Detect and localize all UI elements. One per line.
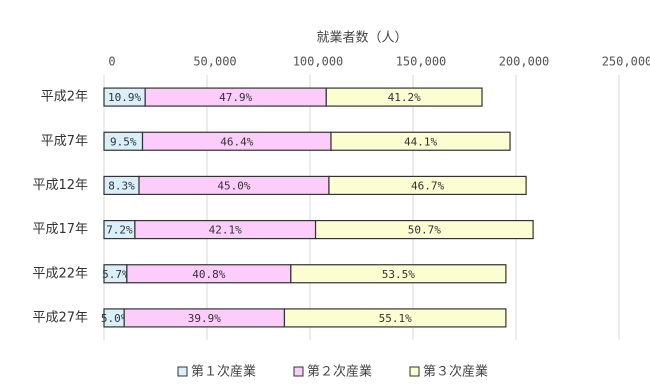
segment-label: 5.0% <box>101 312 128 325</box>
segment-label: 44.1% <box>404 135 437 148</box>
bar-segment <box>283 308 507 328</box>
bar-segment <box>330 131 511 151</box>
bar-segment <box>314 219 534 240</box>
legend-swatch <box>409 366 420 377</box>
y-tick-label: 平成22年 <box>32 266 88 281</box>
x-tick-label: 250,000 <box>602 55 650 69</box>
segment-label: 9.5% <box>110 135 137 148</box>
legend-label: 第２次産業 <box>307 364 372 380</box>
y-tick-label: 平成17年 <box>32 222 88 237</box>
segment-label: 39.9% <box>188 312 221 325</box>
segment-label: 46.4% <box>220 135 253 148</box>
segment-label: 41.2% <box>388 91 421 104</box>
segment-label: 10.9% <box>108 91 141 104</box>
segment-label: 50.7% <box>408 224 441 237</box>
segment-label: 5.7% <box>102 268 129 281</box>
bar-segment <box>328 175 527 196</box>
legend-label: 第３次産業 <box>423 364 488 380</box>
segment-label: 45.0% <box>217 179 250 192</box>
segment-label: 40.8% <box>192 268 225 281</box>
y-tick-label: 平成7年 <box>41 134 88 149</box>
legend-label: 第１次産業 <box>191 364 256 380</box>
y-tick-label: 平成27年 <box>32 310 88 325</box>
x-tick-label: 150,000 <box>396 55 447 69</box>
x-tick-label: 100,000 <box>293 55 344 69</box>
bar-segment <box>290 264 507 284</box>
segment-label: 46.7% <box>411 179 444 192</box>
x-tick-label: 0 <box>108 55 115 69</box>
legend-swatch <box>293 366 304 377</box>
segment-label: 8.3% <box>108 179 135 192</box>
y-tick-label: 平成2年 <box>41 90 88 105</box>
segment-label: 42.1% <box>209 224 242 237</box>
legend-swatch <box>177 366 188 377</box>
segment-label: 53.5% <box>382 268 415 281</box>
segment-label: 55.1% <box>379 312 412 325</box>
segment-label: 47.9% <box>219 91 252 104</box>
bar-segment <box>325 87 483 107</box>
y-tick-label: 平成12年 <box>32 178 88 193</box>
x-tick-label: 200,000 <box>499 55 550 69</box>
x-tick-label: 50,000 <box>193 55 236 69</box>
segment-label: 7.2% <box>106 224 133 237</box>
chart-title: 就業者数（人） <box>316 30 407 46</box>
